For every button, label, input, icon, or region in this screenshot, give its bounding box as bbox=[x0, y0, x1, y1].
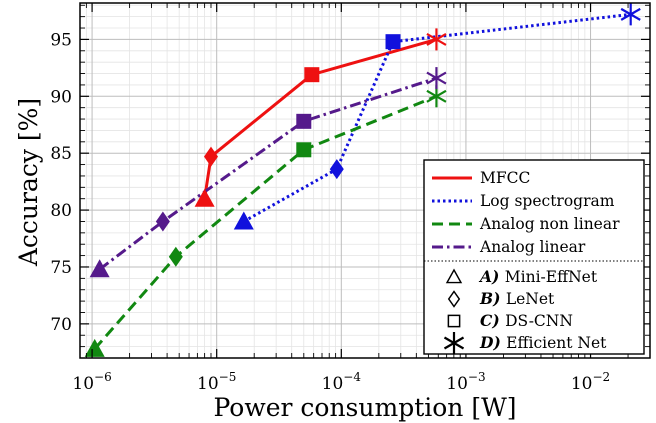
legend-box bbox=[423, 159, 645, 355]
y-tick-label: 95 bbox=[50, 30, 72, 50]
legend-model-label: D) Efficient Net bbox=[479, 333, 607, 352]
asterisk-stroke bbox=[426, 71, 447, 85]
legend-marker-diamond bbox=[447, 290, 461, 308]
data-point-triangle bbox=[194, 188, 215, 207]
y-tick-label: 90 bbox=[50, 87, 72, 107]
x-tick-label: 10−4 bbox=[322, 370, 362, 394]
major-grid bbox=[80, 3, 650, 358]
axis-tick-labels: 70 75 80 85 90 95 10−6 10−5 10−4 10−3 10−2 bbox=[50, 30, 610, 394]
asterisk-stroke bbox=[620, 7, 641, 21]
data-point-diamond bbox=[203, 146, 218, 167]
asterisk-stroke bbox=[443, 336, 465, 350]
legend-marker-triangle bbox=[445, 268, 463, 284]
data-point-asterisk bbox=[426, 67, 447, 90]
x-tick-label: 10−3 bbox=[446, 370, 485, 394]
data-point-triangle bbox=[233, 211, 254, 230]
legend-model-label: A) Mini-EffNet bbox=[478, 267, 598, 286]
data-point-square bbox=[296, 113, 312, 129]
data-point-diamond bbox=[168, 246, 183, 267]
series-markers bbox=[84, 3, 641, 357]
data-point-asterisk bbox=[426, 28, 447, 51]
x-axis-title: Power consumption [W] bbox=[213, 393, 516, 422]
series-line-analog-linear bbox=[98, 76, 437, 271]
legend-label: Analog linear bbox=[479, 238, 586, 256]
series-line-analog-non-linear bbox=[93, 94, 437, 350]
series-lines bbox=[93, 12, 631, 350]
asterisk-stroke bbox=[426, 89, 447, 103]
x-tick-label: 10−5 bbox=[197, 370, 236, 394]
y-axis-title: Accuracy [%] bbox=[14, 98, 43, 267]
data-point-diamond bbox=[329, 159, 344, 180]
y-tick-label: 70 bbox=[50, 315, 72, 335]
legend-label: MFCC bbox=[480, 169, 530, 187]
legend-marker-asterisk bbox=[443, 332, 465, 354]
data-point-square bbox=[385, 34, 401, 50]
data-point-triangle bbox=[89, 259, 110, 278]
legend-model-label: B) LeNet bbox=[479, 289, 555, 308]
legend-model-label: C) DS-CNN bbox=[480, 311, 573, 330]
y-tick-label: 80 bbox=[50, 201, 72, 221]
legend-marker-square bbox=[447, 314, 461, 328]
axis-ticks bbox=[79, 3, 651, 358]
data-point-asterisk bbox=[620, 3, 641, 26]
data-point-square bbox=[296, 142, 312, 158]
y-tick-label: 85 bbox=[50, 144, 72, 164]
series-line-mfcc bbox=[203, 37, 437, 199]
y-tick-label: 75 bbox=[50, 258, 72, 278]
asterisk-stroke bbox=[426, 32, 447, 46]
data-point-triangle bbox=[84, 338, 105, 357]
plot-frame bbox=[79, 2, 651, 359]
x-tick-label: 10−2 bbox=[571, 370, 610, 394]
series-line-log-spectrogram bbox=[243, 12, 631, 223]
data-point-square bbox=[304, 67, 320, 83]
legend: MFCC Log spectrogram Analog non linear Anal… bbox=[423, 159, 645, 355]
legend-label: Analog non linear bbox=[479, 215, 620, 233]
x-tick-label: 10−6 bbox=[72, 370, 111, 394]
legend-label: Log spectrogram bbox=[480, 192, 615, 210]
data-point-diamond bbox=[155, 211, 170, 232]
